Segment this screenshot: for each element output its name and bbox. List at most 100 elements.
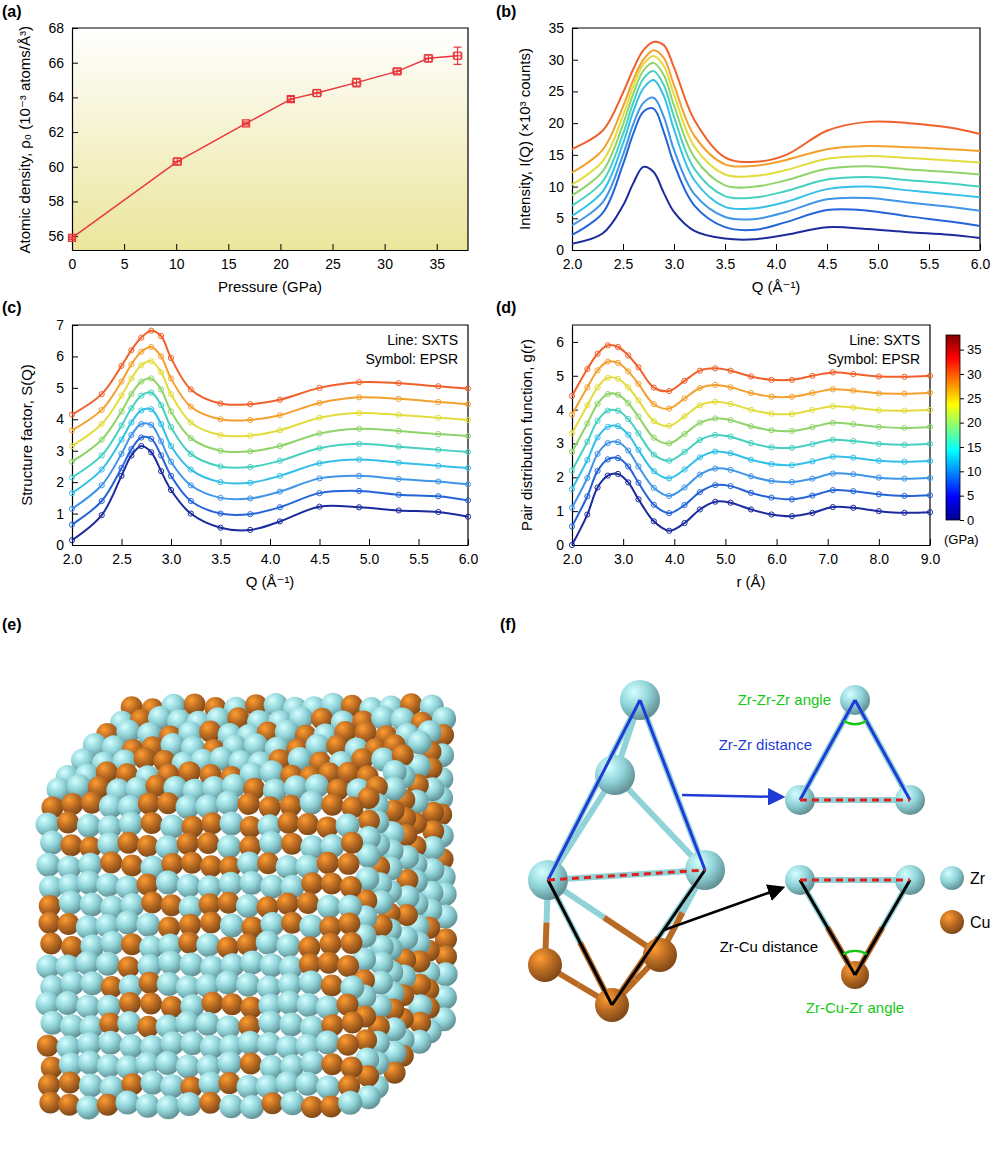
tick-mark xyxy=(171,539,172,545)
marker xyxy=(851,472,856,477)
tick: 5 xyxy=(56,380,78,396)
atom xyxy=(319,933,341,955)
marker xyxy=(748,374,753,379)
marker xyxy=(317,461,322,466)
marker xyxy=(99,498,104,503)
marker xyxy=(876,475,881,480)
marker xyxy=(69,522,74,527)
marker xyxy=(636,447,641,452)
atom xyxy=(157,792,179,814)
marker xyxy=(615,440,620,445)
tick: 30 xyxy=(548,52,578,68)
plot-frame xyxy=(572,325,930,545)
colorbar xyxy=(946,335,960,520)
marker xyxy=(769,478,774,483)
tick: 20 xyxy=(548,115,578,131)
marker xyxy=(277,519,282,524)
series-line xyxy=(572,426,930,490)
tick: 15 xyxy=(221,244,237,272)
atom xyxy=(277,893,299,915)
atom xyxy=(299,971,323,995)
marker xyxy=(636,464,641,469)
tick-label: 4 xyxy=(56,411,64,427)
marker xyxy=(168,376,173,381)
marker xyxy=(465,514,470,519)
tick-mark xyxy=(385,244,386,250)
x-axis: 2.02.53.03.54.04.55.05.56.0 xyxy=(63,539,479,567)
marker xyxy=(436,399,441,404)
marker xyxy=(697,368,702,373)
tick-mark xyxy=(879,539,880,545)
atom xyxy=(160,815,184,839)
series-line xyxy=(572,393,930,452)
tick: 25 xyxy=(960,391,981,406)
marker xyxy=(697,403,702,408)
tick-label: 4 xyxy=(556,402,564,418)
error-bar xyxy=(454,47,462,64)
marker xyxy=(396,412,401,417)
colorbar-axis: 05101520253035 xyxy=(960,336,981,528)
panel-label: (c) xyxy=(2,299,22,316)
y-axis: 56586062646668 xyxy=(48,20,78,251)
marker xyxy=(149,436,154,441)
marker xyxy=(248,496,253,501)
marker xyxy=(394,68,401,75)
marker xyxy=(902,442,907,447)
chart-panel: 2.02.53.03.54.04.55.05.56.001234567Line:… xyxy=(2,299,478,590)
atom xyxy=(321,1053,343,1075)
marker xyxy=(651,385,656,390)
series-line xyxy=(572,42,980,162)
x-axis: 05101520253035 xyxy=(69,244,469,272)
marker xyxy=(902,391,907,396)
x-error-bar xyxy=(69,235,75,241)
marker xyxy=(830,471,835,476)
marker xyxy=(119,423,124,428)
atom xyxy=(220,811,244,835)
marker xyxy=(810,425,815,430)
marker xyxy=(651,469,656,474)
tick-mark xyxy=(572,60,578,61)
marker xyxy=(728,451,733,456)
marker xyxy=(769,377,774,382)
marker xyxy=(651,502,656,507)
atom xyxy=(56,991,80,1015)
marker xyxy=(851,455,856,460)
axis-line xyxy=(573,545,931,546)
marker xyxy=(436,479,441,484)
marker xyxy=(287,96,294,103)
plot-frame xyxy=(72,28,468,250)
atom xyxy=(96,952,120,976)
marker xyxy=(99,483,104,488)
marker xyxy=(357,441,362,446)
marker xyxy=(851,405,856,410)
marker xyxy=(615,344,620,349)
atom xyxy=(40,831,64,855)
atom xyxy=(321,794,343,816)
figure: 0510152025303556586062646668Pressure (GP… xyxy=(0,0,1006,1152)
axis-line xyxy=(72,29,73,251)
marker xyxy=(927,373,932,378)
series-line xyxy=(572,345,930,396)
x-error-bar xyxy=(352,80,360,86)
marker xyxy=(682,431,687,436)
diagram-label: Zr-Cu-Zr angle xyxy=(806,999,904,1016)
legend-label: Zr xyxy=(970,870,986,887)
atom xyxy=(258,1011,282,1035)
x-error-bar xyxy=(288,96,294,102)
tick-mark xyxy=(280,244,281,250)
x-axis-title: r (Å) xyxy=(736,573,765,590)
colorbar-title: (GPa) xyxy=(944,532,979,547)
tick: 1 xyxy=(56,506,78,522)
marker xyxy=(277,428,282,433)
tick-label: 20 xyxy=(548,115,564,131)
marker xyxy=(927,475,932,480)
marker xyxy=(728,385,733,390)
marker xyxy=(436,463,441,468)
tick: 6.0 xyxy=(971,244,991,272)
marker xyxy=(713,482,718,487)
tick-mark xyxy=(960,447,964,448)
marker xyxy=(188,483,193,488)
tick-mark xyxy=(72,356,78,357)
atom xyxy=(76,995,100,1019)
tick-label: 3 xyxy=(56,443,64,459)
